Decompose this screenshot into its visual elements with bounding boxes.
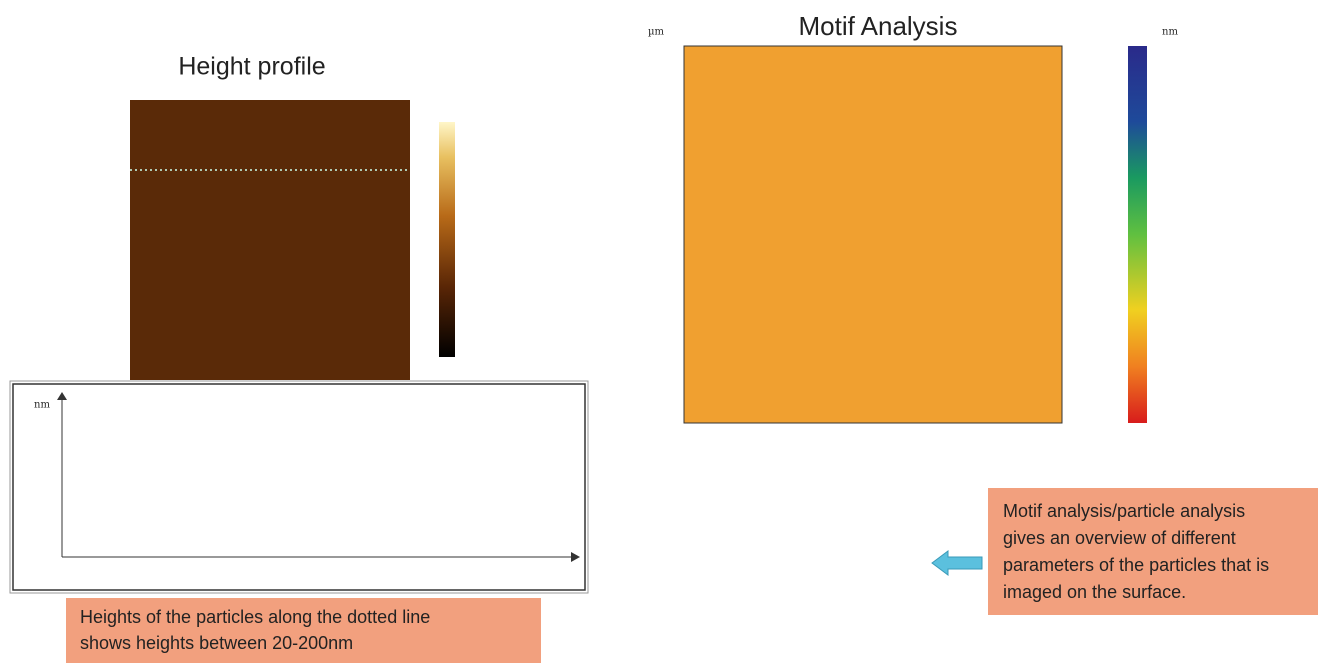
height-profile-title: Height profile <box>178 53 325 81</box>
y-unit: nm <box>34 400 50 411</box>
slide: Height profile nm Heights of the particl… <box>0 0 1328 665</box>
colorbar-unit: nm <box>1162 27 1178 38</box>
note-line: Motif analysis/particle analysis <box>1003 501 1245 521</box>
caption-line: shows heights between 20-200nm <box>80 633 353 653</box>
note-line: imaged on the surface. <box>1003 582 1186 602</box>
note-line: parameters of the particles that is <box>1003 555 1269 575</box>
motif-title: Motif Analysis <box>799 11 958 41</box>
caption-line: Heights of the particles along the dotte… <box>80 607 430 627</box>
afm-colorbar <box>439 122 455 357</box>
afm-image <box>130 100 410 380</box>
map-y-unit: µm <box>648 27 664 38</box>
note-line: gives an overview of different <box>1003 528 1236 548</box>
arrow <box>932 551 982 575</box>
profile-plot-frame <box>13 384 585 590</box>
motif-colorbar <box>1128 46 1147 423</box>
motif-map <box>684 46 1062 423</box>
